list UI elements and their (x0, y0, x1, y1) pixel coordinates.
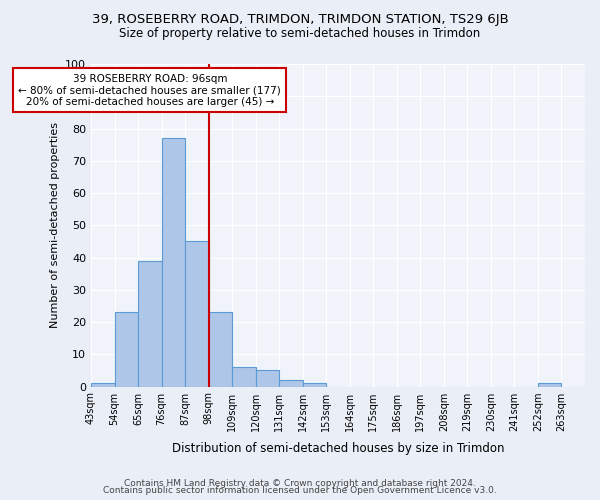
Bar (161, 138, 185, 386)
Bar (115, 312, 138, 386)
Bar (138, 260, 161, 386)
Bar (91, 384, 115, 386)
Bar (232, 367, 256, 386)
Y-axis label: Number of semi-detached properties: Number of semi-detached properties (50, 122, 59, 328)
Text: 39 ROSEBERRY ROAD: 96sqm
← 80% of semi-detached houses are smaller (177)
20% of : 39 ROSEBERRY ROAD: 96sqm ← 80% of semi-d… (19, 74, 281, 107)
Bar (279, 380, 303, 386)
Bar (185, 242, 209, 386)
Text: Contains HM Land Registry data © Crown copyright and database right 2024.: Contains HM Land Registry data © Crown c… (124, 478, 476, 488)
Text: 39, ROSEBERRY ROAD, TRIMDON, TRIMDON STATION, TS29 6JB: 39, ROSEBERRY ROAD, TRIMDON, TRIMDON STA… (92, 12, 508, 26)
Bar (303, 384, 326, 386)
Bar (209, 312, 232, 386)
Bar (538, 384, 562, 386)
X-axis label: Distribution of semi-detached houses by size in Trimdon: Distribution of semi-detached houses by … (172, 442, 504, 455)
Text: Contains public sector information licensed under the Open Government Licence v3: Contains public sector information licen… (103, 486, 497, 495)
Bar (256, 370, 279, 386)
Text: Size of property relative to semi-detached houses in Trimdon: Size of property relative to semi-detach… (119, 28, 481, 40)
